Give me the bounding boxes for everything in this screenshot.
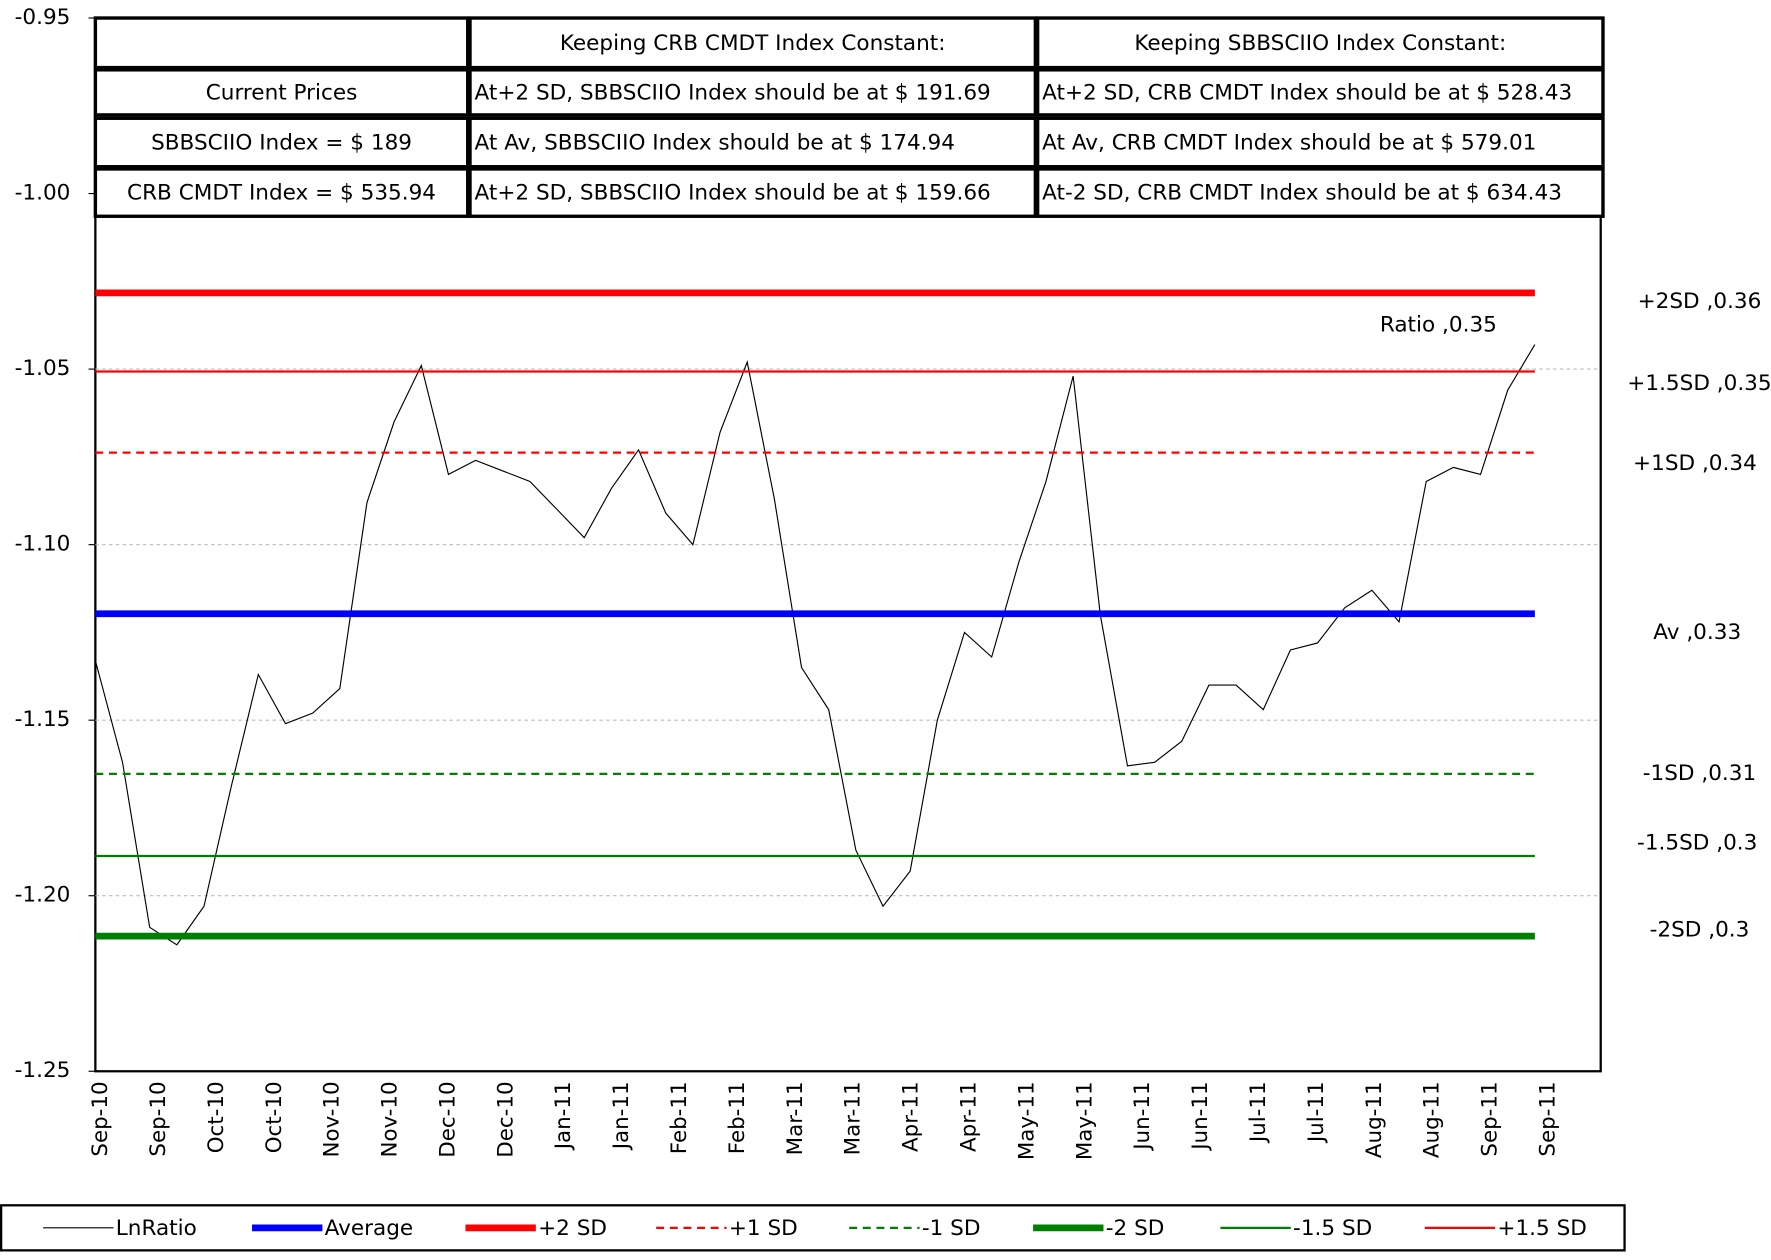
x-tick-label: Dec-10 <box>493 1081 518 1157</box>
x-tick-label: Oct-10 <box>204 1081 229 1153</box>
x-tick-label: Dec-10 <box>435 1081 460 1157</box>
x-tick-label: Apr-11 <box>956 1081 981 1152</box>
annotation: Av ,0.33 <box>1653 620 1741 645</box>
x-tick-label: Aug-11 <box>1362 1081 1387 1158</box>
table-cell <box>1035 167 1605 218</box>
legend-label: +1.5 SD <box>1497 1216 1586 1241</box>
x-tick-label: Mar-11 <box>841 1081 866 1155</box>
legend-label: +1 SD <box>729 1216 798 1241</box>
table-text: Keeping CRB CMDT Index Constant: <box>560 31 946 56</box>
x-tick-label: Jul-11 <box>1246 1081 1271 1144</box>
x-tick-label: Mar-11 <box>783 1081 808 1155</box>
data-line <box>94 344 1536 946</box>
annotation: +1SD ,0.34 <box>1633 451 1757 476</box>
x-tick-label: Nov-10 <box>377 1081 402 1157</box>
x-tick-label: May-11 <box>1072 1081 1097 1160</box>
annotation: Ratio ,0.35 <box>1380 313 1497 338</box>
y-tick-label: -1.20 <box>15 883 71 908</box>
table-text: At Av, CRB CMDT Index should be at $ 579… <box>1042 131 1536 156</box>
table-text: At+2 SD, SBBSCIIO Index should be at $ 1… <box>475 181 991 206</box>
y-tick-label: -1.25 <box>15 1058 71 1083</box>
table-text: Keeping SBBSCIIO Index Constant: <box>1134 31 1506 56</box>
table-cell <box>93 68 470 117</box>
x-tick-label: Jan-11 <box>609 1081 634 1151</box>
annotation: +1.5SD ,0.35 <box>1627 371 1771 396</box>
table-cell <box>1035 16 1605 70</box>
x-tick-label: Feb-11 <box>725 1081 750 1154</box>
legend-label: -2 SD <box>1106 1216 1165 1241</box>
legend-label: Average <box>325 1216 414 1241</box>
table-text: At Av, SBBSCIIO Index should be at $ 174… <box>475 131 955 156</box>
annotation: -2SD ,0.3 <box>1650 918 1750 943</box>
x-tick-label: Aug-11 <box>1420 1081 1445 1158</box>
table-cell <box>93 116 470 169</box>
table-text: SBBSCIIO Index = $ 189 <box>151 131 412 156</box>
y-tick-label: -1.15 <box>15 707 71 732</box>
x-tick-label: Sep-11 <box>1478 1081 1503 1156</box>
x-tick-label: Jun-11 <box>1188 1081 1213 1151</box>
table-text: Current Prices <box>206 81 358 106</box>
legend-box <box>0 1204 1626 1252</box>
y-tick-label: -1.00 <box>15 181 71 206</box>
annotation: -1.5SD ,0.3 <box>1637 831 1757 856</box>
table-cell <box>468 116 1038 169</box>
x-tick-label: Sep-10 <box>146 1081 171 1156</box>
y-tick-label: -1.10 <box>15 532 71 557</box>
y-tick-label: -1.05 <box>15 356 71 381</box>
x-tick-label: Jul-11 <box>1304 1081 1329 1144</box>
legend-label: -1 SD <box>922 1216 981 1241</box>
table-cell <box>468 16 1038 70</box>
table-cell <box>468 167 1038 218</box>
x-tick-label: Jan-11 <box>551 1081 576 1151</box>
table-cell <box>93 167 470 218</box>
table-cell <box>468 68 1038 117</box>
table-text: At+2 SD, SBBSCIIO Index should be at $ 1… <box>475 81 991 106</box>
table-text: At+2 SD, CRB CMDT Index should be at $ 5… <box>1042 81 1572 106</box>
table-text: CRB CMDT Index = $ 535.94 <box>127 181 436 206</box>
x-tick-label: Sep-11 <box>1535 1081 1560 1156</box>
table-text: At-2 SD, CRB CMDT Index should be at $ 6… <box>1042 181 1562 206</box>
x-tick-label: Feb-11 <box>667 1081 692 1154</box>
x-tick-label: Nov-10 <box>320 1081 345 1157</box>
x-tick-label: Jun-11 <box>1130 1081 1155 1151</box>
x-tick-label: Sep-10 <box>88 1081 113 1156</box>
annotation: -1SD ,0.31 <box>1643 761 1756 786</box>
table-cell <box>1035 116 1605 169</box>
y-tick-label: -0.95 <box>15 5 71 30</box>
legend-label: +2 SD <box>538 1216 607 1241</box>
table-cell <box>1035 68 1605 117</box>
legend-label: LnRatio <box>116 1216 197 1241</box>
legend-label: -1.5 SD <box>1293 1216 1372 1241</box>
x-tick-label: Apr-11 <box>899 1081 924 1152</box>
x-tick-label: May-11 <box>1014 1081 1039 1160</box>
x-tick-label: Oct-10 <box>262 1081 287 1153</box>
table-cell <box>93 16 470 70</box>
annotation: +2SD ,0.36 <box>1638 289 1762 314</box>
